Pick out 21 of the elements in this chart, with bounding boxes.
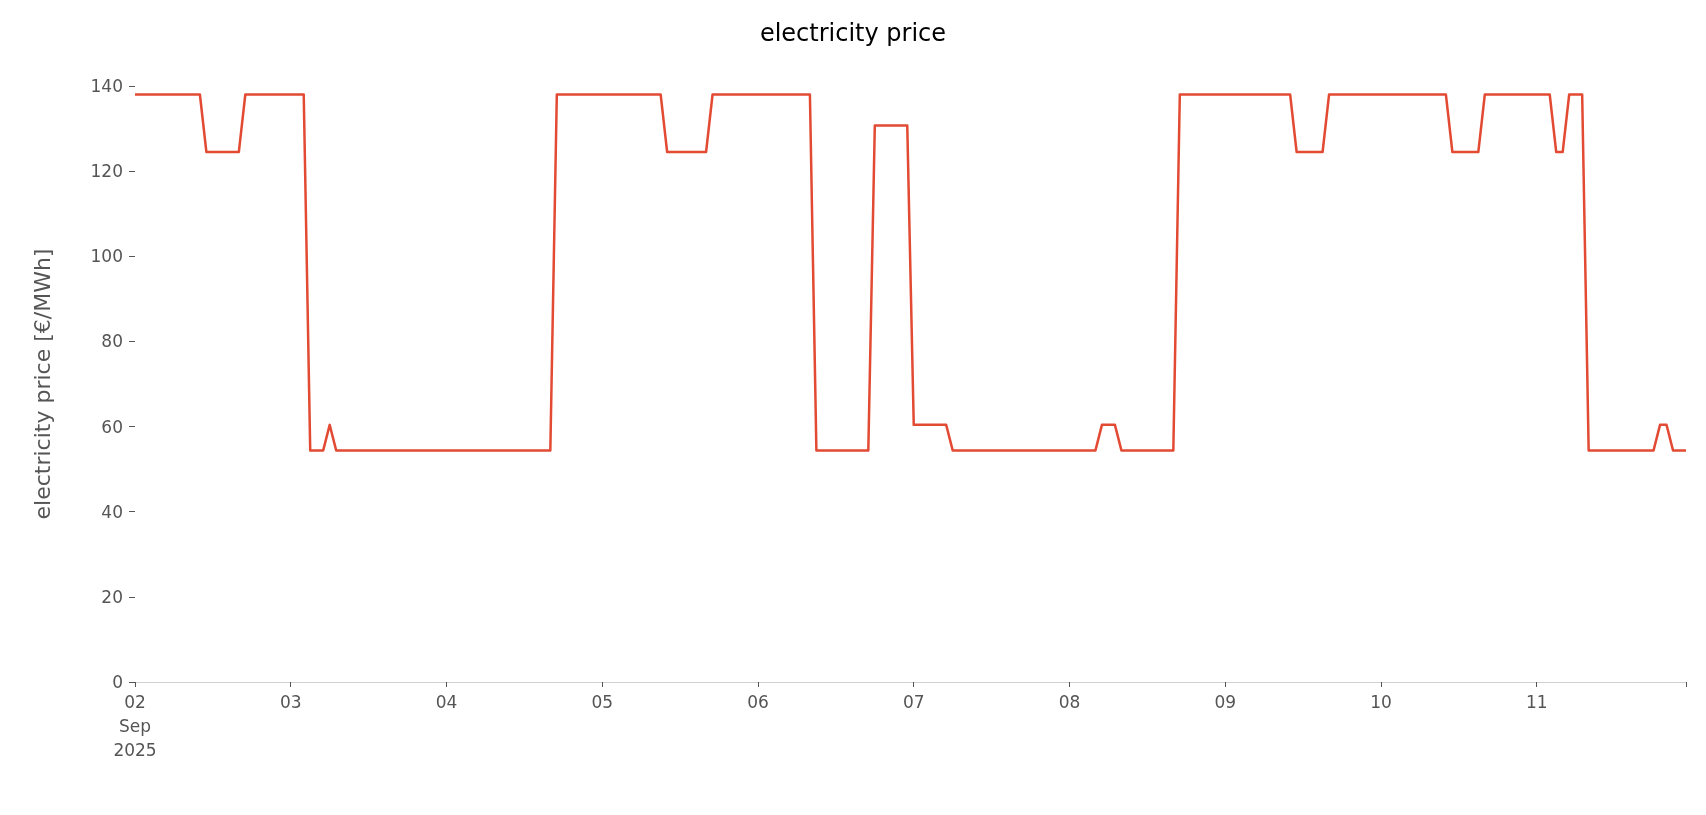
y-tick-label: 80 <box>101 331 123 352</box>
x-tick-label: 08 <box>1058 692 1081 712</box>
x-tick-label: 11 <box>1525 692 1548 712</box>
x-tick-label: 04 <box>435 692 458 712</box>
y-tick-label: 140 <box>90 76 123 96</box>
chart-title: electricity price <box>759 19 947 47</box>
line-series <box>133 93 1688 452</box>
y-axis-title: electricity price [€/MWh] <box>29 248 55 520</box>
y-tick-label: 0 <box>112 672 123 692</box>
x-tick-label: 03 <box>279 692 302 712</box>
y-tick-label: 60 <box>101 416 123 437</box>
x-tick-label: 02 Sep 2025 <box>113 692 157 760</box>
y-tick-label: 100 <box>90 246 123 267</box>
x-tick-label: 07 <box>902 692 925 712</box>
y-tick-label: 20 <box>101 586 123 607</box>
x-tick-label: 09 <box>1214 692 1237 712</box>
x-tick-label: 10 <box>1370 692 1392 712</box>
x-tick-label: 06 <box>747 692 769 712</box>
y-tick-label: 120 <box>90 161 123 182</box>
x-tick-label: 05 <box>591 692 614 712</box>
y-tick-label: 40 <box>101 501 123 522</box>
